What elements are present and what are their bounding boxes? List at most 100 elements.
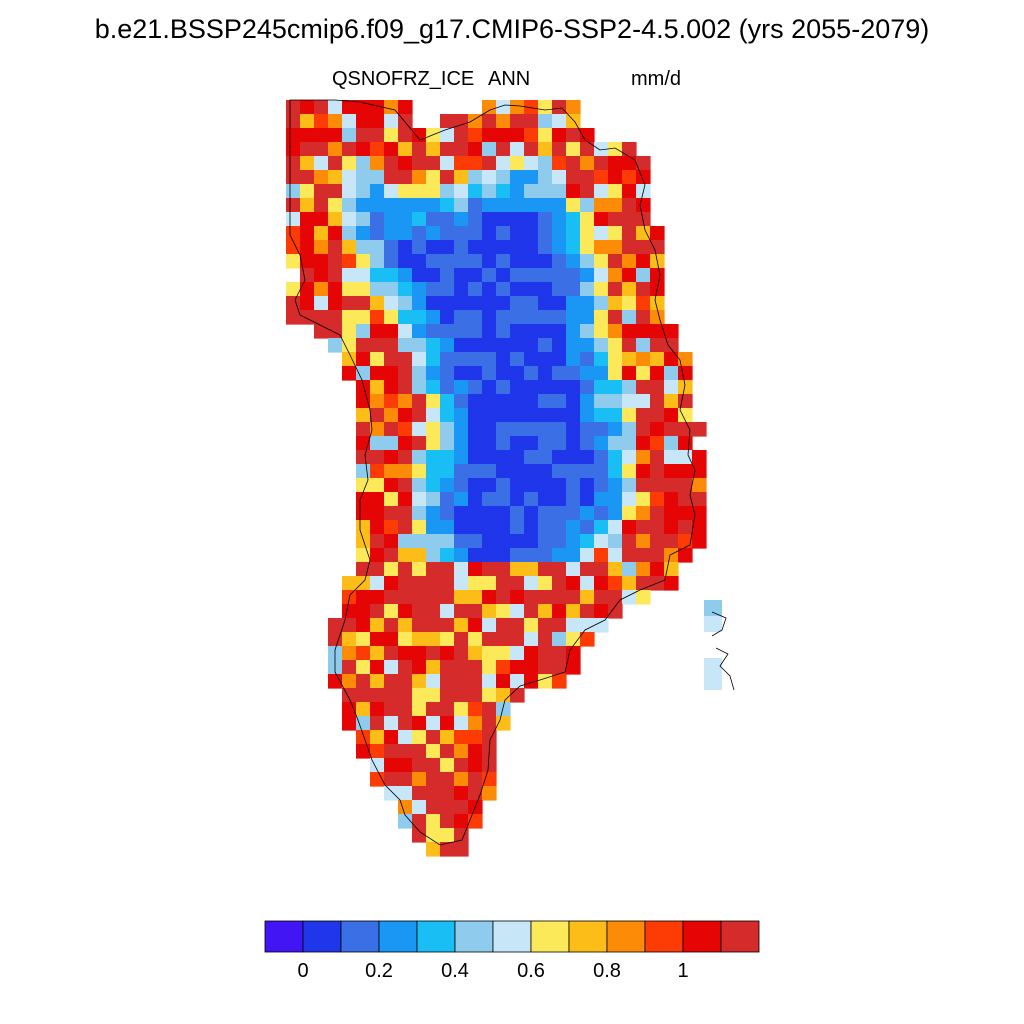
map-cell: [580, 352, 595, 367]
map-cell: [468, 114, 483, 129]
map-cell: [468, 324, 483, 339]
map-cell: [440, 142, 455, 157]
map-cell: [412, 212, 427, 227]
map-cell: [552, 282, 567, 297]
map-cell: [524, 184, 539, 199]
map-cell: [454, 226, 469, 241]
map-cell: [580, 254, 595, 269]
map-cell: [398, 282, 413, 297]
colorbar-box: [302, 920, 342, 953]
map-cell: [552, 114, 567, 129]
map-cell: [398, 464, 413, 479]
map-cell: [356, 226, 371, 241]
map-cell: [608, 142, 623, 157]
map-cell: [636, 296, 651, 311]
map-cell: [580, 632, 595, 647]
map-cell: [454, 184, 469, 199]
map-cell: [594, 338, 609, 353]
map-cell: [496, 366, 511, 381]
map-cell: [566, 478, 581, 493]
map-cell: [426, 744, 441, 759]
map-cell: [384, 268, 399, 283]
map-cell: [398, 366, 413, 381]
map-cell: [510, 450, 525, 465]
map-cell: [538, 618, 553, 633]
map-cell: [328, 632, 343, 647]
map-cell: [636, 506, 651, 521]
map-cell: [636, 156, 651, 171]
map-cell: [440, 338, 455, 353]
map-cell: [580, 590, 595, 605]
map-cell: [650, 408, 665, 423]
map-cell: [510, 562, 525, 577]
map-cell: [286, 240, 301, 255]
map-cell: [454, 800, 469, 815]
map-cell: [566, 142, 581, 157]
map-cell: [398, 100, 413, 115]
map-cell: [370, 380, 385, 395]
map-cell: [580, 548, 595, 563]
map-cell: [300, 184, 315, 199]
map-cell: [650, 436, 665, 451]
map-cell: [426, 268, 441, 283]
map-cell: [356, 198, 371, 213]
map-cell: [664, 338, 679, 353]
map-cell: [510, 576, 525, 591]
map-cell: [692, 520, 707, 535]
map-cell: [482, 100, 497, 115]
map-cell: [524, 660, 539, 675]
map-cell: [384, 212, 399, 227]
map-cell: [356, 212, 371, 227]
map-cell: [636, 492, 651, 507]
map-cell: [412, 366, 427, 381]
map-cell: [412, 240, 427, 255]
map-cell: [496, 394, 511, 409]
map-cell: [664, 534, 679, 549]
map-cell: [426, 450, 441, 465]
map-cell: [496, 576, 511, 591]
map-cell: [426, 394, 441, 409]
map-cell: [552, 534, 567, 549]
map-cell: [510, 170, 525, 185]
map-cell: [510, 114, 525, 129]
map-cell: [412, 758, 427, 773]
map-cell: [608, 450, 623, 465]
map-cell: [356, 142, 371, 157]
map-cell: [468, 212, 483, 227]
map-cell: [398, 240, 413, 255]
map-cell: [566, 660, 581, 675]
map-cell: [538, 156, 553, 171]
map-cell: [468, 394, 483, 409]
map-cell: [482, 464, 497, 479]
map-cell: [426, 282, 441, 297]
map-cell: [636, 268, 651, 283]
map-cell: [636, 520, 651, 535]
map-cell: [328, 240, 343, 255]
map-cells: [286, 100, 707, 857]
map-cell: [328, 226, 343, 241]
map-cell: [370, 716, 385, 731]
map-cell: [468, 660, 483, 675]
map-cell: [398, 212, 413, 227]
map-cell: [496, 590, 511, 605]
map-cell: [538, 268, 553, 283]
map-cell: [510, 534, 525, 549]
map-cell: [342, 212, 357, 227]
map-cell: [286, 310, 301, 325]
map-cell: [566, 366, 581, 381]
map-cell: [370, 366, 385, 381]
map-cell: [622, 394, 637, 409]
map-cell: [356, 716, 371, 731]
map-cell: [636, 324, 651, 339]
map-cell: [426, 310, 441, 325]
map-cell: [496, 702, 511, 717]
map-cell: [426, 170, 441, 185]
map-cell: [510, 380, 525, 395]
map-cell: [342, 128, 357, 143]
map-cell: [622, 296, 637, 311]
map-cell: [524, 338, 539, 353]
colorbar-box: [264, 920, 304, 953]
map-cell: [314, 254, 329, 269]
map-cell: [552, 576, 567, 591]
map-cell: [538, 100, 553, 115]
